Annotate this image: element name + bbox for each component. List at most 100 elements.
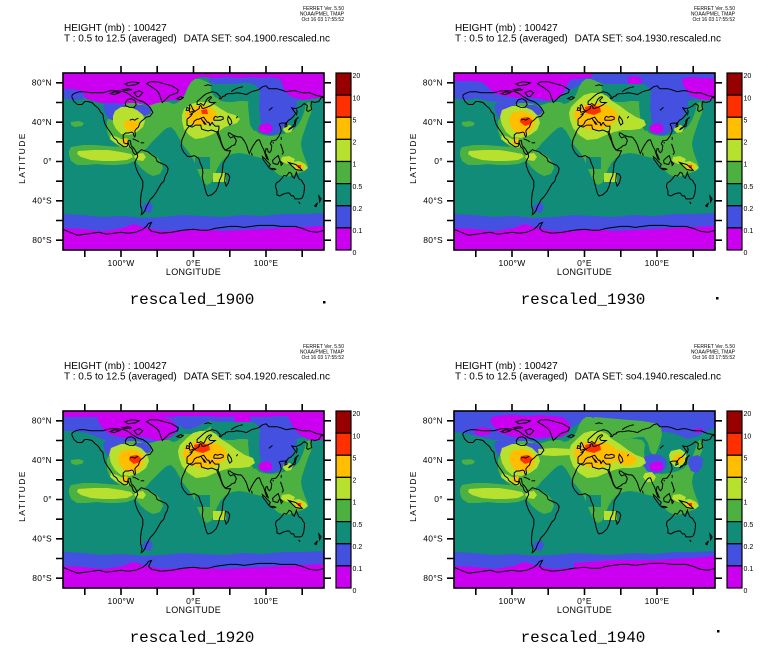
svg-text:LATITUDE: LATITUDE — [17, 470, 27, 522]
svg-text:10: 10 — [353, 95, 361, 102]
svg-text:80°S: 80°S — [423, 573, 443, 583]
svg-text:T : 0.5 to 12.5 (averaged): T : 0.5 to 12.5 (averaged) — [455, 34, 568, 45]
svg-text:5: 5 — [353, 455, 357, 462]
svg-text:0: 0 — [744, 588, 748, 595]
svg-text:0.5: 0.5 — [744, 522, 754, 529]
svg-text:100°W: 100°W — [498, 596, 525, 606]
svg-text:40°S: 40°S — [32, 196, 52, 206]
svg-text:DATA SET: so4.1900.rescaled.nc: DATA SET: so4.1900.rescaled.nc — [184, 34, 330, 45]
svg-text:LONGITUDE: LONGITUDE — [166, 605, 221, 615]
svg-text:40°S: 40°S — [423, 534, 443, 544]
svg-text:Oct 16 03 17:55:52: Oct 16 03 17:55:52 — [692, 17, 735, 23]
svg-text:100°E: 100°E — [645, 258, 670, 268]
svg-text:80°S: 80°S — [32, 235, 52, 245]
svg-text:T : 0.5 to 12.5 (averaged): T : 0.5 to 12.5 (averaged) — [455, 372, 568, 383]
svg-text:100°W: 100°W — [107, 596, 134, 606]
svg-text:1: 1 — [353, 162, 357, 169]
svg-text:1: 1 — [744, 500, 748, 507]
svg-text:0: 0 — [353, 250, 357, 257]
svg-text:0°: 0° — [43, 156, 52, 166]
svg-text:20: 20 — [744, 411, 752, 418]
svg-text:100°E: 100°E — [254, 258, 279, 268]
svg-text:LONGITUDE: LONGITUDE — [557, 267, 612, 277]
svg-text:40°N: 40°N — [32, 117, 52, 127]
svg-text:5: 5 — [744, 117, 748, 124]
svg-text:0°E: 0°E — [186, 258, 201, 268]
svg-text:NOAA/PMEL TMAP: NOAA/PMEL TMAP — [691, 12, 736, 18]
svg-text:HEIGHT (mb) : 100427: HEIGHT (mb) : 100427 — [64, 23, 167, 34]
svg-text:0°: 0° — [43, 494, 52, 504]
svg-text:0.2: 0.2 — [353, 206, 363, 213]
svg-text:0.1: 0.1 — [353, 228, 363, 235]
svg-text:80°S: 80°S — [423, 235, 443, 245]
svg-text:0°: 0° — [434, 494, 443, 504]
svg-text:20: 20 — [353, 411, 361, 418]
svg-text:rescaled_1900: rescaled_1900 — [130, 291, 255, 309]
svg-text:DATA SET: so4.1920.rescaled.nc: DATA SET: so4.1920.rescaled.nc — [184, 372, 330, 383]
svg-text:FERRET Ver. 5.50: FERRET Ver. 5.50 — [303, 344, 344, 350]
svg-text:40°N: 40°N — [423, 455, 443, 465]
svg-text:100°W: 100°W — [107, 258, 134, 268]
svg-text:0°E: 0°E — [577, 258, 592, 268]
svg-text:0.1: 0.1 — [744, 566, 754, 573]
svg-text:40°S: 40°S — [32, 534, 52, 544]
svg-text:80°N: 80°N — [32, 78, 52, 88]
svg-text:0°: 0° — [434, 156, 443, 166]
svg-text:0.2: 0.2 — [744, 206, 754, 213]
svg-text:20: 20 — [353, 73, 361, 80]
svg-text:100°E: 100°E — [645, 596, 670, 606]
svg-text:2: 2 — [353, 478, 357, 485]
svg-text:LONGITUDE: LONGITUDE — [557, 605, 612, 615]
svg-text:80°N: 80°N — [32, 416, 52, 426]
svg-text:40°S: 40°S — [423, 196, 443, 206]
svg-text:FERRET Ver. 5.50: FERRET Ver. 5.50 — [694, 6, 735, 12]
svg-text:NOAA/PMEL TMAP: NOAA/PMEL TMAP — [300, 12, 345, 18]
svg-text:20: 20 — [744, 73, 752, 80]
svg-text:T : 0.5 to 12.5 (averaged): T : 0.5 to 12.5 (averaged) — [64, 34, 177, 45]
svg-text:HEIGHT (mb) : 100427: HEIGHT (mb) : 100427 — [455, 23, 558, 34]
svg-text:HEIGHT (mb) : 100427: HEIGHT (mb) : 100427 — [455, 361, 558, 372]
svg-text:0.5: 0.5 — [353, 522, 363, 529]
svg-text:0.5: 0.5 — [744, 184, 754, 191]
svg-text:40°N: 40°N — [423, 117, 443, 127]
svg-text:LATITUDE: LATITUDE — [17, 132, 27, 184]
svg-text:100°E: 100°E — [254, 596, 279, 606]
svg-text:10: 10 — [353, 433, 361, 440]
svg-text:FERRET Ver. 5.50: FERRET Ver. 5.50 — [694, 344, 735, 350]
svg-text:0: 0 — [744, 250, 748, 257]
svg-text:FERRET Ver. 5.50: FERRET Ver. 5.50 — [303, 6, 344, 12]
svg-text:0.2: 0.2 — [744, 544, 754, 551]
svg-text:DATA SET: so4.1940.rescaled.nc: DATA SET: so4.1940.rescaled.nc — [575, 372, 721, 383]
svg-text:0.1: 0.1 — [744, 228, 754, 235]
svg-text:0.2: 0.2 — [353, 544, 363, 551]
svg-text:NOAA/PMEL TMAP: NOAA/PMEL TMAP — [300, 350, 345, 356]
svg-text:80°N: 80°N — [423, 78, 443, 88]
svg-text:0°E: 0°E — [577, 596, 592, 606]
svg-text:2: 2 — [353, 140, 357, 147]
svg-text:NOAA/PMEL TMAP: NOAA/PMEL TMAP — [691, 350, 736, 356]
svg-text:2: 2 — [744, 478, 748, 485]
svg-text:LATITUDE: LATITUDE — [408, 132, 418, 184]
svg-text:DATA SET: so4.1930.rescaled.nc: DATA SET: so4.1930.rescaled.nc — [575, 34, 721, 45]
svg-text:Oct 16 03 17:55:52: Oct 16 03 17:55:52 — [301, 355, 344, 361]
svg-text:Oct 16 03 17:55:52: Oct 16 03 17:55:52 — [301, 17, 344, 23]
svg-text:10: 10 — [744, 433, 752, 440]
svg-text:100°W: 100°W — [498, 258, 525, 268]
svg-text:0°E: 0°E — [186, 596, 201, 606]
svg-text:LONGITUDE: LONGITUDE — [166, 267, 221, 277]
svg-text:rescaled_1940: rescaled_1940 — [521, 629, 646, 647]
svg-text:5: 5 — [744, 455, 748, 462]
svg-text:80°S: 80°S — [32, 573, 52, 583]
svg-text:0.1: 0.1 — [353, 566, 363, 573]
svg-text:T : 0.5 to 12.5 (averaged): T : 0.5 to 12.5 (averaged) — [64, 372, 177, 383]
svg-text:0.5: 0.5 — [353, 184, 363, 191]
svg-text:1: 1 — [744, 162, 748, 169]
svg-text:1: 1 — [353, 500, 357, 507]
svg-text:40°N: 40°N — [32, 455, 52, 465]
svg-text:0: 0 — [353, 588, 357, 595]
svg-text:80°N: 80°N — [423, 416, 443, 426]
svg-text:2: 2 — [744, 140, 748, 147]
svg-text:5: 5 — [353, 117, 357, 124]
svg-text:LATITUDE: LATITUDE — [408, 470, 418, 522]
svg-text:HEIGHT (mb) : 100427: HEIGHT (mb) : 100427 — [64, 361, 167, 372]
